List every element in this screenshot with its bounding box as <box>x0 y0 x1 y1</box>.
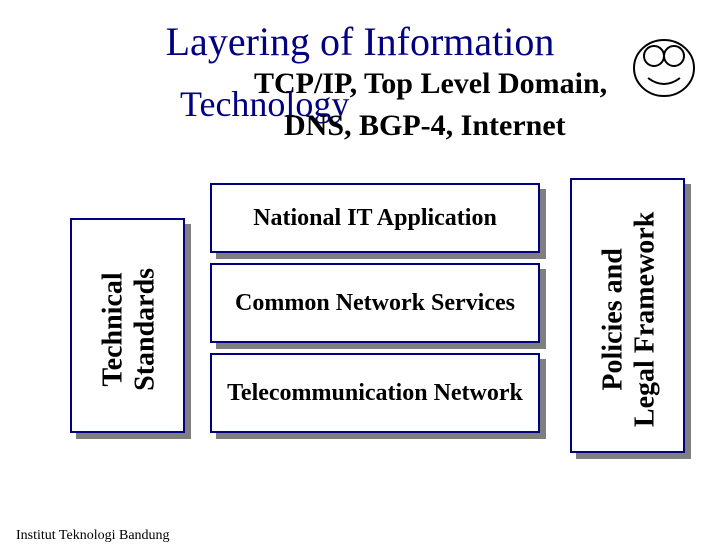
right-column-box: Policies and Legal Framework <box>570 178 685 453</box>
center-box-label: National IT Application <box>253 205 497 232</box>
center-box: Telecommunication Network <box>210 353 540 433</box>
subtitle-area: TCP/IP, Top Level Domain, Technology DNS… <box>0 67 720 147</box>
left-column-text-2: Standards <box>130 259 161 399</box>
left-column-text-1: Technical <box>98 259 129 399</box>
center-box-label: Telecommunication Network <box>227 380 523 407</box>
page-title: Layering of Information <box>0 18 720 65</box>
center-box-label: Common Network Services <box>235 290 515 317</box>
center-box: Common Network Services <box>210 263 540 343</box>
center-box: National IT Application <box>210 183 540 253</box>
right-column-text-2: Legal Framework <box>630 209 661 429</box>
footer-attribution: Institut Teknologi Bandung <box>16 528 170 544</box>
diagram-area: Technical Standards National IT Applicat… <box>60 183 680 448</box>
left-column-box: Technical Standards <box>70 218 185 433</box>
right-column-text-1: Policies and <box>598 209 629 429</box>
subtitle-line-2: DNS, BGP-4, Internet <box>284 109 566 143</box>
